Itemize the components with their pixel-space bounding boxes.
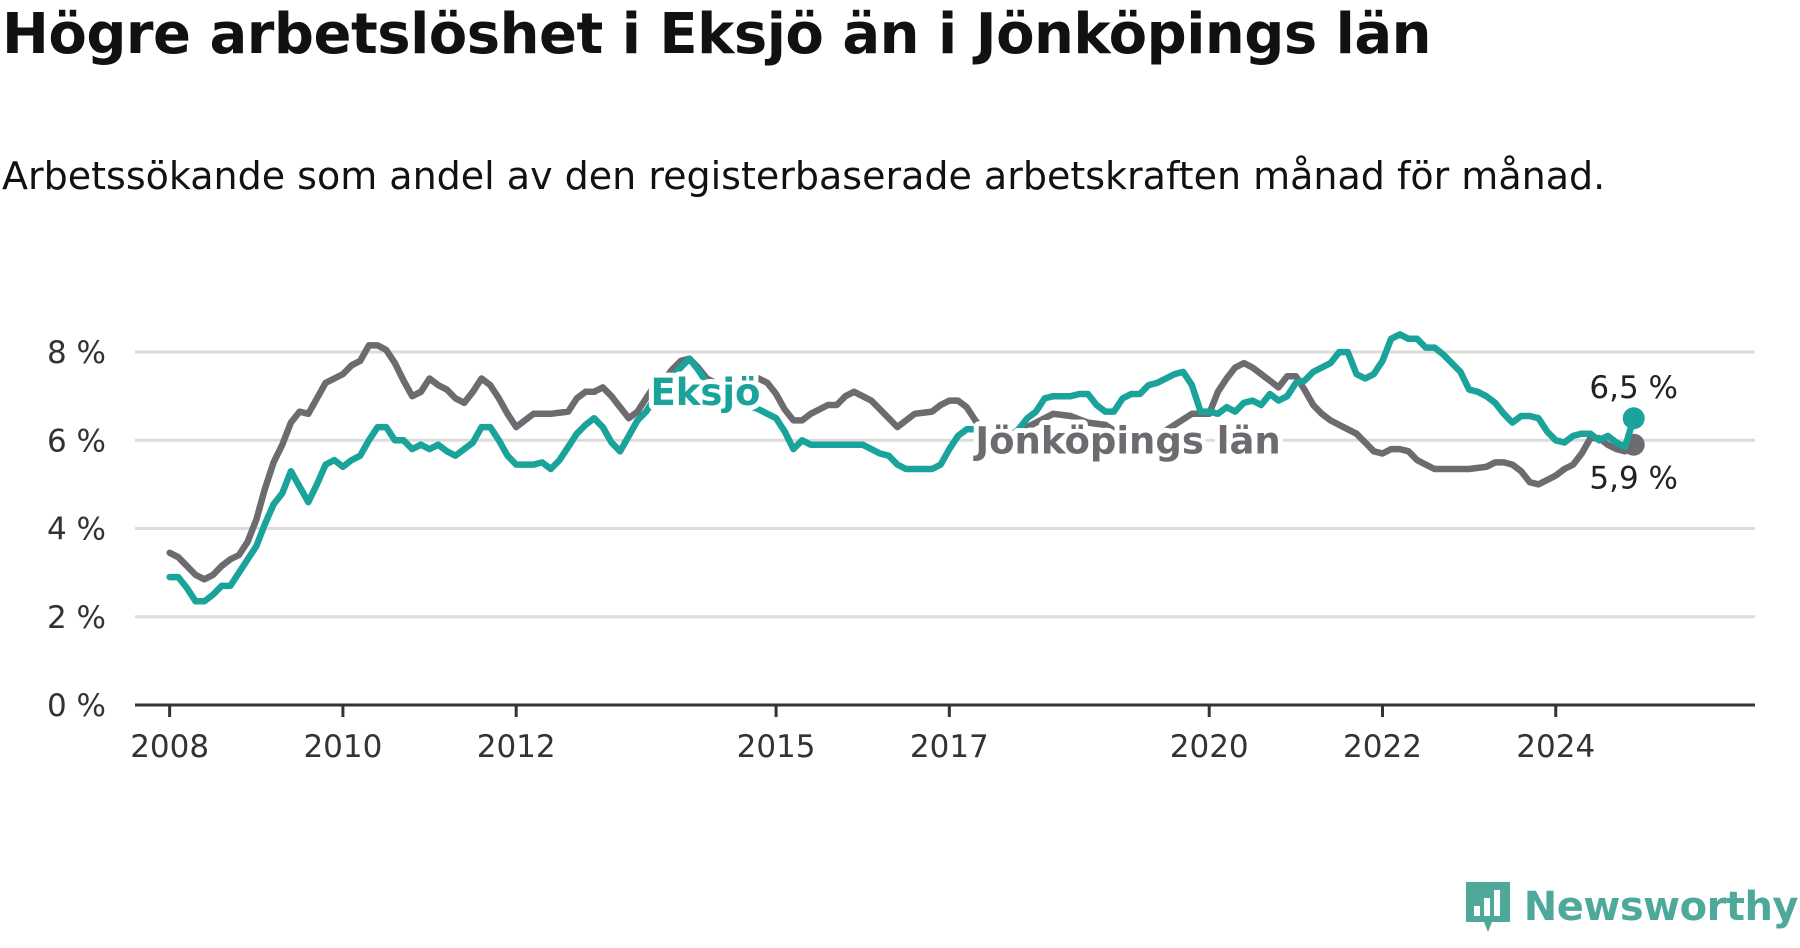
series-labels: Eksjö Jönköpings län 6,5 % 5,9 % [645, 366, 1682, 501]
chart-subtitle: Arbetssökande som andel av den registerb… [2, 154, 1606, 198]
end-marker-eksj- [1622, 407, 1645, 430]
chart-title: Högre arbetslöshet i Eksjö än i Jönköpin… [2, 2, 1432, 67]
brand-logo: Newsworthy [1462, 878, 1799, 936]
series-label-jonkopings-lan: Jönköpings län [972, 420, 1280, 463]
series-line-eksj- [166, 331, 1637, 605]
x-tick-label: 2020 [1170, 729, 1249, 765]
x-tick-label: 2012 [477, 729, 556, 765]
y-tick-label: 0 % [47, 688, 106, 724]
y-tick-label: 4 % [47, 512, 106, 548]
series-label-eksjo: Eksjö [650, 371, 760, 414]
x-tick-label: 2024 [1516, 729, 1595, 765]
series-lines [166, 331, 1645, 605]
x-tick-label: 2010 [303, 729, 382, 765]
end-value-jonkopings-lan: 5,9 % [1589, 461, 1678, 497]
y-tick-label: 2 % [47, 600, 106, 636]
y-tick-label: 6 % [47, 423, 106, 459]
brand-name: Newsworthy [1523, 884, 1799, 930]
x-tick-label: 2008 [130, 729, 209, 765]
newsworthy-logo-icon [1465, 882, 1510, 932]
x-axis: 2008 2010 2012 2015 2017 2020 2022 2024 [130, 703, 1755, 765]
y-tick-label: 8 % [47, 335, 106, 371]
gridlines [135, 350, 1755, 619]
x-tick-label: 2017 [910, 729, 989, 765]
end-value-eksjo: 6,5 % [1589, 370, 1678, 406]
x-tick-label: 2022 [1343, 729, 1422, 765]
series-line-j-nk-pings-l-n [166, 342, 1637, 583]
y-axis: 0 % 2 % 4 % 6 % 8 % [47, 335, 106, 724]
x-tick-label: 2015 [737, 729, 816, 765]
